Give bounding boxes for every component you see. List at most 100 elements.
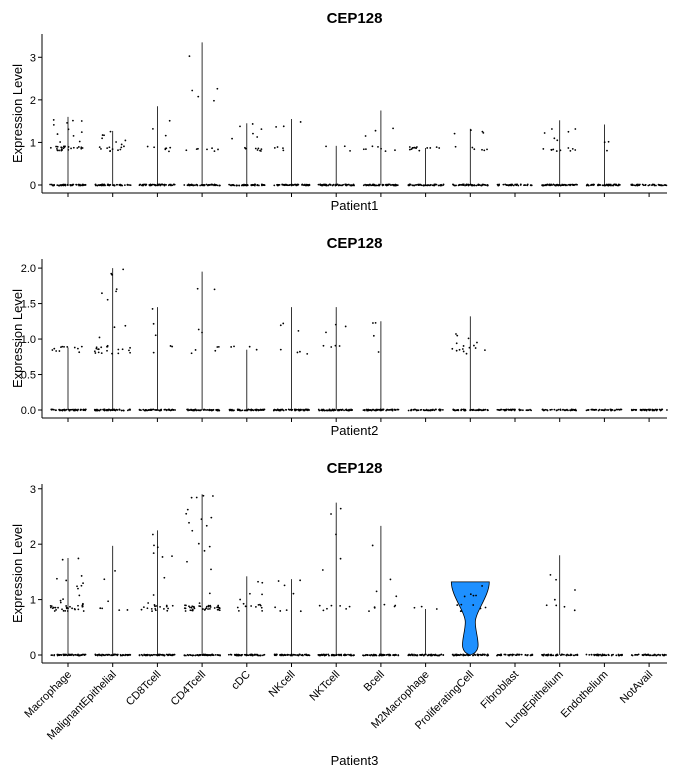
data-point xyxy=(194,408,197,411)
data-point xyxy=(377,146,379,148)
data-point xyxy=(279,610,282,612)
data-point xyxy=(592,183,595,186)
data-point xyxy=(209,606,212,608)
data-point xyxy=(413,654,415,657)
data-point xyxy=(260,183,263,186)
data-point xyxy=(382,653,385,656)
data-point xyxy=(206,148,208,151)
data-point xyxy=(322,609,325,612)
data-point xyxy=(243,184,246,187)
data-point xyxy=(486,409,489,412)
data-point xyxy=(168,183,171,186)
data-point xyxy=(213,99,215,102)
data-point xyxy=(68,409,71,412)
data-point xyxy=(261,408,264,411)
data-point xyxy=(80,575,83,577)
data-point xyxy=(504,409,507,412)
data-point xyxy=(596,654,598,657)
data-point xyxy=(144,184,147,187)
data-point xyxy=(53,610,56,612)
data-point xyxy=(571,147,574,150)
data-point xyxy=(305,653,307,656)
data-point xyxy=(508,409,510,411)
data-point xyxy=(163,576,166,579)
data-point xyxy=(567,130,570,133)
data-point xyxy=(59,599,62,602)
category-LungEpithelium xyxy=(541,408,578,422)
data-point xyxy=(294,409,296,412)
data-point xyxy=(362,184,365,187)
data-point xyxy=(630,183,633,186)
data-point xyxy=(420,654,423,657)
data-point xyxy=(256,136,259,138)
data-point xyxy=(384,150,387,153)
data-point xyxy=(644,183,647,186)
data-point xyxy=(248,345,251,348)
data-point xyxy=(255,409,258,412)
data-point xyxy=(56,654,59,657)
data-point xyxy=(158,653,161,656)
data-point xyxy=(251,184,254,186)
data-point xyxy=(198,602,201,605)
data-point xyxy=(186,560,188,563)
data-point xyxy=(76,409,79,412)
data-point xyxy=(241,409,244,412)
data-point xyxy=(441,408,444,411)
data-point xyxy=(169,653,171,656)
data-point xyxy=(439,184,441,187)
data-point xyxy=(50,605,53,608)
data-point xyxy=(144,654,147,657)
data-point xyxy=(202,653,205,656)
data-point xyxy=(566,184,568,187)
data-point xyxy=(642,184,645,187)
data-point xyxy=(154,609,157,612)
data-point xyxy=(109,183,112,186)
data-point xyxy=(458,348,461,351)
data-point xyxy=(81,184,84,187)
data-point xyxy=(292,592,295,595)
data-point xyxy=(473,184,476,187)
data-point xyxy=(165,147,168,150)
data-point xyxy=(80,584,83,587)
data-point xyxy=(122,409,125,412)
data-point xyxy=(160,183,163,186)
data-point xyxy=(257,184,260,187)
category-Bcell: Bcell xyxy=(362,525,400,694)
data-point xyxy=(323,409,326,412)
data-point xyxy=(52,119,55,121)
data-point xyxy=(648,654,651,657)
data-point xyxy=(504,183,507,186)
data-point xyxy=(658,183,661,186)
data-point xyxy=(555,654,557,657)
data-point xyxy=(261,609,264,612)
data-point xyxy=(65,606,68,609)
data-point xyxy=(508,184,511,187)
data-point xyxy=(106,654,109,656)
data-point xyxy=(254,183,257,186)
data-point xyxy=(138,184,141,186)
y-tick-label: 1.5 xyxy=(21,299,36,311)
data-point xyxy=(80,654,82,656)
data-point xyxy=(587,408,590,411)
data-point xyxy=(553,598,556,601)
data-point xyxy=(462,345,465,347)
data-point xyxy=(77,557,80,560)
data-point xyxy=(297,183,300,186)
data-point xyxy=(165,604,168,607)
data-point xyxy=(99,654,101,657)
data-point xyxy=(138,654,141,657)
data-point xyxy=(463,595,466,598)
data-point xyxy=(497,408,500,411)
data-point xyxy=(365,148,367,151)
data-point xyxy=(482,183,485,186)
data-point xyxy=(58,149,60,152)
data-point xyxy=(346,183,349,186)
data-point xyxy=(195,148,198,151)
data-point xyxy=(321,569,324,571)
category-NKcell xyxy=(272,307,311,422)
data-point xyxy=(161,556,164,558)
data-point xyxy=(479,653,482,656)
data-point xyxy=(656,653,659,656)
data-point xyxy=(368,610,370,613)
data-point xyxy=(272,409,275,412)
